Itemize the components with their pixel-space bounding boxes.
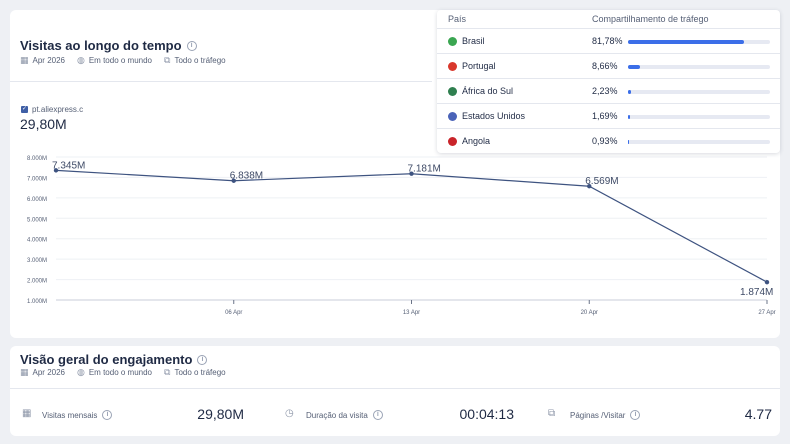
y-tick-label: 6.000M	[27, 197, 47, 203]
data-label: 7.181M	[408, 164, 441, 175]
pages-per-visit-label-text: Páginas /Visitar	[570, 410, 626, 420]
visits-filter-row: ▦ Apr 2026 ◍ Em todo o mundo ⧉ Todo o tr…	[20, 55, 226, 66]
country-row[interactable]: Portugal 8,66%	[437, 53, 780, 78]
data-point	[231, 178, 236, 183]
y-tick-label: 2.000M	[27, 279, 47, 285]
y-tick-label: 7.000M	[27, 176, 47, 182]
country-name: Estados Unidos	[462, 111, 526, 121]
engagement-traffic[interactable]: Todo o tráfego	[174, 368, 226, 377]
visits-traffic[interactable]: Todo o tráfego	[174, 56, 226, 65]
data-label: 7.345M	[52, 160, 85, 171]
data-point	[409, 171, 414, 176]
flag-icon	[448, 137, 457, 146]
share-bar-fill	[628, 140, 630, 144]
flag-icon	[448, 37, 457, 46]
y-tick-label: 3.000M	[27, 258, 47, 264]
pages-per-visit-label: Páginas /Visitar i	[570, 410, 641, 420]
country-name: Brasil	[462, 36, 485, 46]
stopwatch-icon: ◷	[285, 408, 294, 419]
pages-icon: ⧉	[548, 408, 556, 419]
share-bar-fill	[628, 90, 632, 94]
data-label: 6.569M	[585, 176, 618, 187]
monthly-visits-label: Visitas mensais i	[42, 410, 113, 420]
info-icon[interactable]: i	[372, 410, 383, 420]
y-tick-label: 8.000M	[27, 156, 47, 162]
info-icon[interactable]: i	[197, 354, 208, 365]
calendar-icon: ▦	[20, 367, 29, 377]
country-column-header: País	[448, 14, 467, 24]
total-visits: 29,80M	[20, 116, 67, 132]
traffic-icon: ⧉	[164, 55, 171, 65]
share-bar	[628, 65, 770, 69]
engagement-region[interactable]: Em todo o mundo	[88, 368, 152, 377]
engagement-date[interactable]: Apr 2026	[32, 368, 65, 377]
country-row[interactable]: Angola 0,93%	[437, 128, 780, 153]
data-point	[764, 279, 770, 285]
share-bar	[628, 115, 770, 119]
visit-duration-value: 00:04:13	[459, 406, 515, 422]
visits-line-chart: 8.000M 7.000M 6.000M 5.000M 4.000M 3.000M 2.00…	[27, 156, 776, 316]
country-row[interactable]: África do Sul 2,23%	[437, 78, 780, 103]
y-tick-label: 4.000M	[27, 238, 47, 244]
x-tick-label: 13 Apr	[403, 310, 420, 316]
divider	[10, 81, 432, 82]
engagement-card: Visão geral do engajamento i ▦ Apr 2026 ◍…	[10, 346, 780, 436]
flag-icon	[448, 62, 457, 71]
x-tick-label: 06 Apr	[225, 310, 242, 316]
country-table: País Compartilhamento de tráfego Brasil 8…	[437, 10, 780, 153]
visits-title: Visitas ao longo do tempo	[20, 38, 182, 53]
country-row[interactable]: Estados Unidos 1,69%	[437, 103, 780, 128]
checkbox-icon[interactable]: ✓	[21, 106, 28, 113]
share-bar	[628, 40, 770, 44]
data-point	[53, 168, 59, 173]
traffic-icon: ⧉	[164, 367, 171, 377]
visits-date[interactable]: Apr 2026	[32, 56, 65, 65]
flag-icon	[448, 112, 457, 121]
country-name: Angola	[462, 136, 491, 146]
country-name: Portugal	[462, 61, 496, 71]
engagement-title-row: Visão geral do engajamento i	[20, 351, 208, 369]
share-column-header: Compartilhamento de tráfego	[592, 14, 709, 24]
info-icon[interactable]: i	[186, 40, 197, 51]
visits-title-row: Visitas ao longo do tempo i	[20, 37, 197, 55]
country-share: 2,23%	[592, 86, 618, 96]
y-tick-label: 1.000M	[27, 299, 47, 305]
data-label: 6.838M	[230, 171, 263, 182]
flag-icon	[448, 87, 457, 96]
monthly-visits-value: 29,80M	[197, 406, 244, 422]
country-row[interactable]: Brasil 81,78%	[437, 28, 780, 53]
country-name: África do Sul	[462, 86, 514, 96]
country-share: 1,69%	[592, 111, 618, 121]
divider	[10, 388, 780, 389]
monthly-visits-label-text: Visitas mensais	[42, 410, 98, 420]
country-share: 81,78%	[592, 36, 623, 46]
share-bar-fill	[628, 40, 745, 44]
pages-per-visit-value: 4.77	[744, 406, 772, 422]
info-icon[interactable]: i	[102, 410, 113, 420]
data-point	[587, 184, 592, 189]
x-tick-label: 27 Apr	[758, 310, 775, 316]
country-share: 8,66%	[592, 61, 618, 71]
share-bar	[628, 90, 770, 94]
site-name: pt.aliexpress.c	[32, 105, 84, 114]
site-legend[interactable]: ✓ pt.aliexpress.c	[21, 105, 83, 114]
engagement-filter-row: ▦ Apr 2026 ◍ Em todo o mundo ⧉ Todo o tr…	[20, 367, 226, 378]
data-label: 1.874M	[740, 287, 773, 298]
calendar-icon: ▦	[22, 408, 32, 419]
country-share: 0,93%	[592, 136, 618, 146]
series-line	[55, 169, 768, 283]
visit-duration-label-text: Duração da visita	[306, 410, 368, 420]
visit-duration-label: Duração da visita i	[306, 410, 383, 420]
calendar-icon: ▦	[20, 55, 29, 65]
engagement-title: Visão geral do engajamento	[20, 352, 193, 367]
share-bar	[628, 140, 770, 144]
visits-region[interactable]: Em todo o mundo	[88, 56, 152, 65]
info-icon[interactable]: i	[630, 410, 641, 420]
globe-icon: ◍	[76, 55, 85, 65]
y-tick-label: 5.000M	[27, 217, 47, 223]
globe-icon: ◍	[76, 367, 85, 377]
share-bar-fill	[628, 65, 641, 69]
x-tick-label: 20 Apr	[581, 310, 598, 316]
share-bar-fill	[628, 115, 631, 119]
